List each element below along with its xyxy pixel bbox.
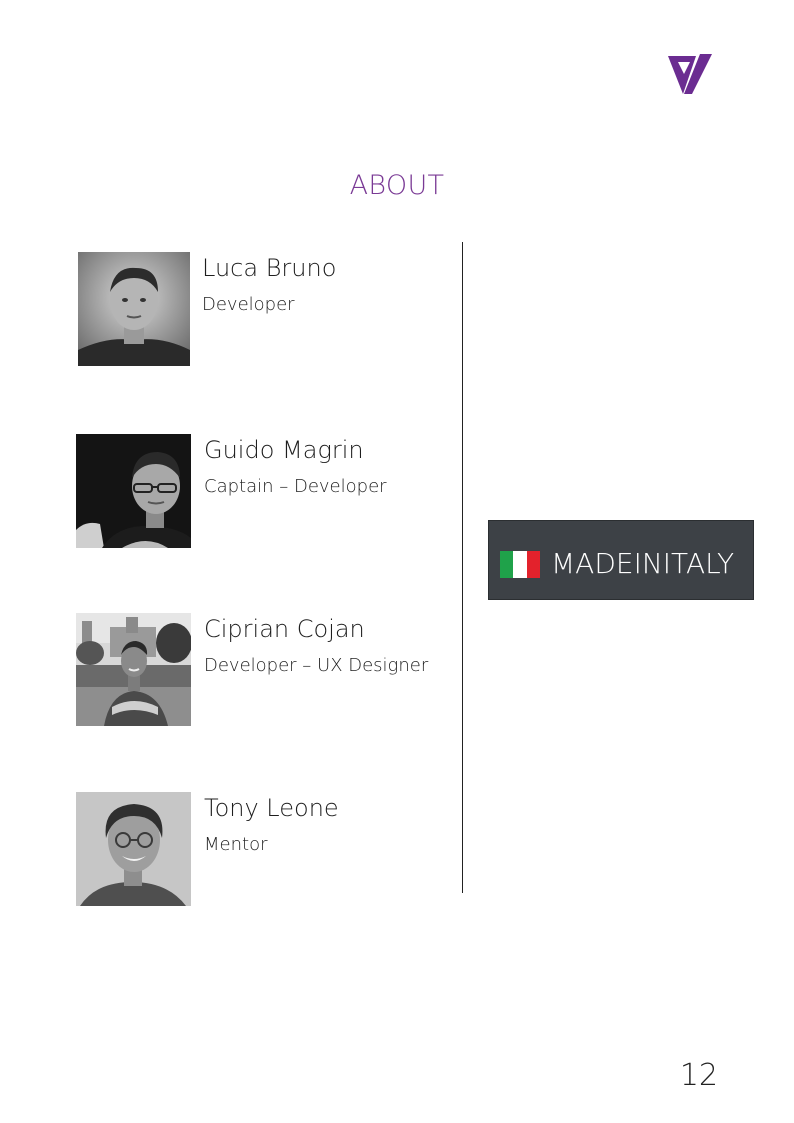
member-role: Captain – Developer [204, 476, 387, 497]
italy-flag-icon [500, 551, 540, 578]
member-photo [76, 434, 191, 548]
page-title: ABOUT [349, 170, 445, 201]
flag-stripe-green [500, 551, 514, 578]
member-name: Guido Magrin [204, 436, 364, 464]
member-photo [76, 792, 191, 906]
member-role: Mentor [204, 834, 268, 855]
member-role: Developer – UX Designer [204, 655, 429, 676]
brand-logo-icon [666, 50, 718, 96]
member-name: Tony Leone [204, 794, 339, 822]
made-in-italy-badge: MADEINITALY [488, 520, 754, 600]
flag-stripe-white [513, 551, 527, 578]
column-divider [462, 242, 463, 893]
flag-stripe-red [526, 551, 540, 578]
member-name: Luca Bruno [202, 254, 337, 282]
member-photo [78, 252, 190, 366]
member-photo [76, 613, 191, 726]
page-number: 12 [679, 1058, 718, 1093]
badge-text: MADEINITALY [551, 547, 735, 580]
member-role: Developer [202, 294, 295, 315]
member-name: Ciprian Cojan [204, 615, 365, 643]
